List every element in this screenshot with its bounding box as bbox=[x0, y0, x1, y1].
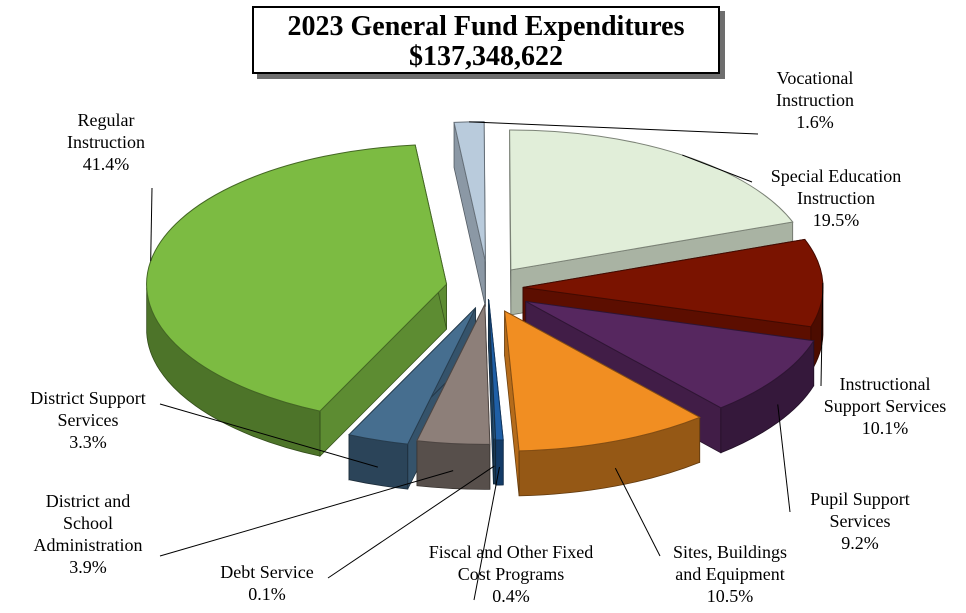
slice-label-line: Cost Programs bbox=[458, 564, 565, 584]
pie-slice bbox=[487, 298, 496, 485]
slice-percent: 10.5% bbox=[707, 586, 754, 606]
slice-label: Special Education Instruction 19.5% bbox=[771, 166, 901, 230]
slice-label-line: Vocational bbox=[777, 68, 854, 88]
slice-label-line: Debt Service bbox=[220, 562, 313, 582]
slice-label-line: District Support bbox=[30, 388, 146, 408]
slice-label: District Support Services 3.3% bbox=[30, 388, 146, 452]
slice-label-line: Instruction bbox=[797, 188, 875, 208]
slice-percent: 19.5% bbox=[813, 210, 860, 230]
slice-label-line: Fiscal and Other Fixed bbox=[429, 542, 593, 562]
pie-slice-top bbox=[504, 310, 701, 452]
slice-percent: 9.2% bbox=[841, 533, 879, 553]
leader-lines bbox=[150, 121, 824, 601]
slice-label: Debt Service 0.1% bbox=[220, 562, 313, 604]
pie-slice-top bbox=[348, 307, 477, 445]
pie-slice-top bbox=[453, 121, 486, 262]
slice-label-line: and Equipment bbox=[675, 564, 784, 584]
slice-labels: Vocational Instruction 1.6%Special Educati… bbox=[30, 68, 946, 606]
slice-percent: 0.4% bbox=[492, 586, 530, 606]
pie-slice-wall bbox=[416, 440, 491, 490]
leader-line bbox=[327, 465, 495, 579]
leader-line bbox=[159, 470, 454, 557]
slice-percent: 0.1% bbox=[248, 584, 286, 604]
slice-label-line: School bbox=[63, 513, 113, 533]
pie-slice bbox=[504, 310, 701, 497]
slice-label-line: Regular bbox=[78, 110, 135, 130]
pie-slice-top bbox=[509, 129, 794, 271]
pie-slice bbox=[416, 304, 491, 490]
pie-slice bbox=[146, 144, 448, 458]
slice-percent: 3.3% bbox=[69, 432, 107, 452]
slice-label-line: Pupil Support bbox=[810, 489, 910, 509]
slice-label: Sites, Buildings and Equipment 10.5% bbox=[673, 542, 787, 606]
pie-slices bbox=[146, 121, 824, 497]
slice-label: District and School Administration 3.9% bbox=[34, 491, 143, 577]
leader-line bbox=[820, 282, 824, 387]
pie-slice bbox=[453, 121, 486, 307]
slice-label-line: Instruction bbox=[67, 132, 145, 152]
leader-line bbox=[159, 403, 378, 468]
slice-label: Fiscal and Other Fixed Cost Programs 0.4% bbox=[429, 542, 593, 606]
slice-label-line: Instructional bbox=[840, 374, 931, 394]
slice-label-line: Support Services bbox=[824, 396, 946, 416]
slice-label: Vocational Instruction 1.6% bbox=[776, 68, 854, 132]
leader-line bbox=[150, 187, 153, 262]
pie-slice-top bbox=[416, 304, 491, 445]
slice-percent: 3.9% bbox=[69, 557, 107, 577]
slice-percent: 1.6% bbox=[796, 112, 834, 132]
chart-subtitle: $137,348,622 bbox=[409, 41, 563, 72]
slice-label: Instructional Support Services 10.1% bbox=[824, 374, 946, 438]
slice-label-line: District and bbox=[46, 491, 130, 511]
leader-line bbox=[682, 154, 753, 183]
pie-slice-wall bbox=[493, 438, 496, 485]
pie-slice-top bbox=[487, 298, 496, 440]
leader-line bbox=[473, 466, 500, 601]
slice-label-line: Special Education bbox=[771, 166, 901, 186]
slice-label-line: Services bbox=[830, 511, 891, 531]
slice-percent: 41.4% bbox=[83, 154, 130, 174]
slice-label-line: Sites, Buildings bbox=[673, 542, 787, 562]
slice-label-line: Instruction bbox=[776, 90, 854, 110]
pie-slice-top bbox=[146, 144, 448, 412]
leader-line bbox=[469, 121, 759, 135]
leader-line bbox=[614, 467, 661, 557]
slice-label-line: Services bbox=[58, 410, 119, 430]
slice-percent: 10.1% bbox=[862, 418, 909, 438]
slice-label: Regular Instruction 41.4% bbox=[67, 110, 145, 174]
slice-label: Pupil Support Services 9.2% bbox=[810, 489, 910, 553]
slice-label-line: Administration bbox=[34, 535, 143, 555]
leader-line bbox=[777, 404, 791, 513]
pie-slice-top bbox=[525, 300, 815, 409]
chart-title: 2023 General Fund Expenditures bbox=[287, 11, 685, 42]
chart-title-box: 2023 General Fund Expenditures $137,348,… bbox=[252, 6, 720, 74]
